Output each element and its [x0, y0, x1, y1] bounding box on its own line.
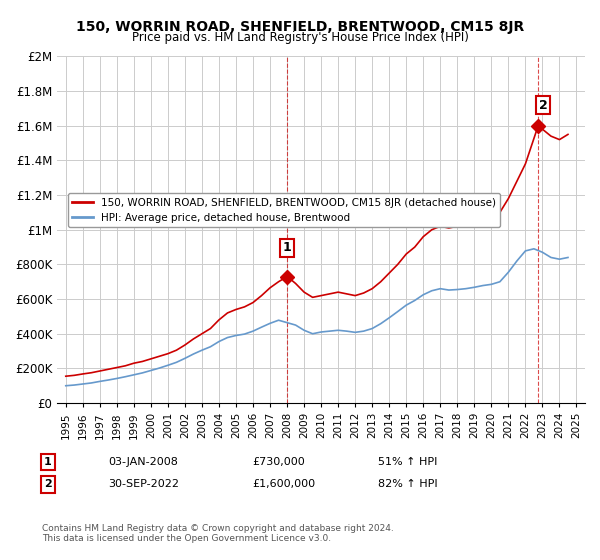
Text: Price paid vs. HM Land Registry's House Price Index (HPI): Price paid vs. HM Land Registry's House … — [131, 31, 469, 44]
Text: 1: 1 — [44, 457, 52, 467]
Text: Contains HM Land Registry data © Crown copyright and database right 2024.
This d: Contains HM Land Registry data © Crown c… — [42, 524, 394, 543]
Text: 2: 2 — [44, 479, 52, 489]
Text: 03-JAN-2008: 03-JAN-2008 — [108, 457, 178, 467]
Text: £1,600,000: £1,600,000 — [252, 479, 315, 489]
Text: 51% ↑ HPI: 51% ↑ HPI — [378, 457, 437, 467]
Text: 2: 2 — [539, 99, 548, 112]
Text: £730,000: £730,000 — [252, 457, 305, 467]
Text: 82% ↑ HPI: 82% ↑ HPI — [378, 479, 437, 489]
Text: 150, WORRIN ROAD, SHENFIELD, BRENTWOOD, CM15 8JR: 150, WORRIN ROAD, SHENFIELD, BRENTWOOD, … — [76, 20, 524, 34]
Text: 30-SEP-2022: 30-SEP-2022 — [108, 479, 179, 489]
Text: 1: 1 — [283, 241, 292, 254]
Legend: 150, WORRIN ROAD, SHENFIELD, BRENTWOOD, CM15 8JR (detached house), HPI: Average : 150, WORRIN ROAD, SHENFIELD, BRENTWOOD, … — [68, 193, 500, 227]
